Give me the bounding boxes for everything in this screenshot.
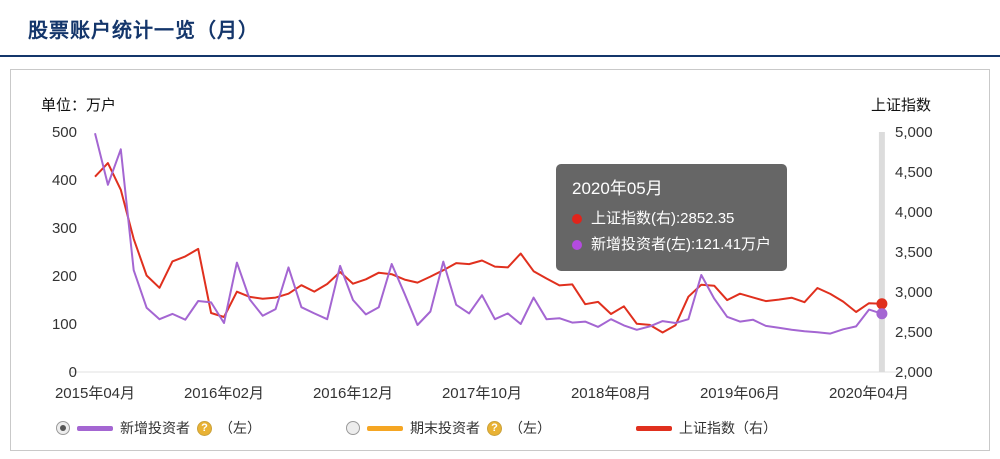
svg-text:4,000: 4,000: [895, 204, 933, 221]
legend-item-sse-index[interactable]: 上证指数（右）: [636, 418, 777, 438]
page-header: 股票账户统计一览（月）: [0, 0, 1000, 43]
tooltip-title: 2020年05月: [572, 179, 663, 198]
help-icon[interactable]: ?: [487, 420, 502, 436]
tooltip-sse-text: 上证指数(右):2852.35: [591, 210, 735, 227]
new-investors-dot-icon: [572, 240, 582, 251]
legend-item-end-investors[interactable]: 期末投资者 ? （左）: [346, 418, 551, 438]
svg-text:2018年08月: 2018年08月: [571, 385, 651, 402]
end-investors-swatch-icon: [367, 425, 403, 431]
tooltip-line-new-investors: 新增投资者(左):121.41万户: [572, 232, 771, 258]
svg-text:2016年02月: 2016年02月: [184, 385, 264, 402]
chart-panel: 单位：万户 上证指数 500 400 300 200 100 0 5,000 4,500 4,0…: [10, 69, 990, 451]
svg-text:2015年04月: 2015年04月: [55, 385, 135, 402]
new-investors-endpoint-marker: [876, 308, 888, 320]
sse-index-endpoint-marker: [876, 298, 888, 310]
right-axis-title: 上证指数: [870, 97, 931, 114]
tooltip-line-sse: 上证指数(右):2852.35: [572, 206, 771, 232]
svg-text:300: 300: [52, 220, 77, 237]
title-divider: [0, 55, 1000, 57]
svg-text:2019年06月: 2019年06月: [700, 385, 780, 402]
svg-text:100: 100: [52, 316, 77, 333]
tooltip-new-investors-text: 新增投资者(左):121.41万户: [591, 236, 772, 254]
help-icon[interactable]: ?: [197, 420, 212, 436]
svg-text:400: 400: [52, 172, 77, 189]
svg-text:2,500: 2,500: [895, 324, 933, 341]
svg-text:2,000: 2,000: [895, 364, 933, 381]
axis-pointer: [878, 132, 885, 372]
svg-text:2017年10月: 2017年10月: [442, 385, 522, 402]
new-investors-swatch-icon: [77, 425, 113, 431]
left-axis-title: 单位：万户: [41, 97, 117, 114]
svg-text:200: 200: [52, 268, 77, 285]
legend-label: 期末投资者: [410, 420, 480, 436]
chart-tooltip: 2020年05月 上证指数(右):2852.35 新增投资者(左):121.41…: [556, 164, 788, 271]
svg-text:3,000: 3,000: [895, 284, 933, 301]
sse-index-swatch-icon: [636, 425, 672, 431]
legend-label: 上证指数（右）: [679, 420, 777, 436]
legend-item-new-investors[interactable]: 新增投资者 ? （左）: [56, 418, 261, 438]
sse-index-dot-icon: [572, 214, 582, 225]
svg-text:4,500: 4,500: [895, 164, 933, 181]
radio-unselected-icon[interactable]: [346, 421, 360, 435]
chart-legend: 新增投资者 ? （左） 期末投资者 ? （左） 上证指数（右）: [56, 418, 777, 438]
svg-text:2016年12月: 2016年12月: [313, 385, 393, 402]
radio-selected-icon[interactable]: [56, 421, 70, 435]
legend-suffix: （左）: [219, 420, 261, 436]
svg-text:0: 0: [69, 364, 77, 381]
svg-text:3,500: 3,500: [895, 244, 933, 261]
legend-label: 新增投资者: [120, 420, 190, 436]
svg-text:5,000: 5,000: [895, 124, 933, 141]
svg-text:500: 500: [52, 124, 77, 141]
legend-suffix: （左）: [509, 420, 551, 436]
line-chart[interactable]: 500 400 300 200 100 0 5,000 4,500 4,000 3,500 3,00…: [11, 120, 989, 420]
page-title: 股票账户统计一览（月）: [28, 20, 259, 42]
new-investors-line: [94, 132, 883, 335]
svg-text:2020年04月: 2020年04月: [829, 385, 909, 402]
